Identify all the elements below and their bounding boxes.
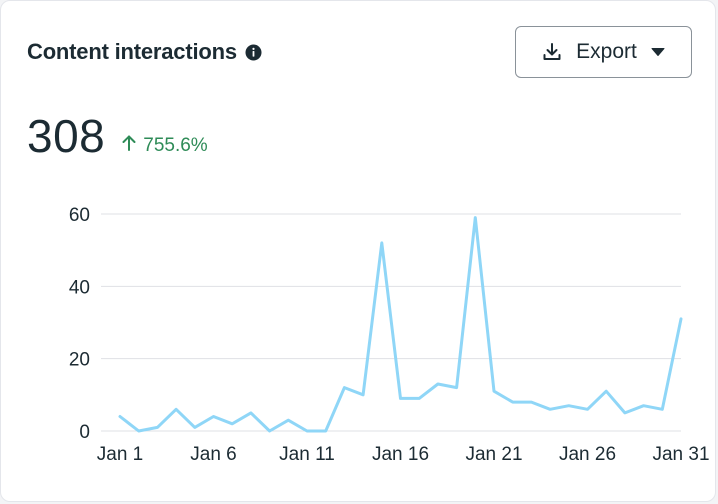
data-point[interactable]: [283, 415, 293, 425]
data-point[interactable]: [227, 419, 237, 429]
card-header: Content interactions: [27, 39, 262, 65]
data-point[interactable]: [489, 386, 499, 396]
data-point[interactable]: [545, 404, 555, 414]
info-icon[interactable]: [245, 44, 262, 61]
interactions-line-chart: 0 20 40 60 Jan 1 Jan 6 Jan 11 Jan 16 Jan 21 Jan 2…: [69, 205, 710, 465]
x-tick-label: Jan 11: [279, 444, 335, 465]
data-point[interactable]: [339, 383, 349, 393]
data-point[interactable]: [639, 401, 649, 411]
data-point[interactable]: [171, 404, 181, 414]
data-point[interactable]: [321, 426, 331, 436]
data-point[interactable]: [396, 393, 406, 403]
data-point[interactable]: [358, 390, 368, 400]
metric-value: 308: [27, 110, 106, 162]
arrow-up-icon: [121, 134, 137, 158]
data-point[interactable]: [152, 422, 162, 432]
change-value: 755.6%: [143, 135, 208, 156]
data-point[interactable]: [134, 426, 144, 436]
data-point[interactable]: [452, 383, 462, 393]
x-tick-label: Jan 16: [372, 444, 429, 465]
y-tick-label: 20: [69, 350, 90, 371]
data-point[interactable]: [414, 393, 424, 403]
y-tick-label: 60: [69, 205, 90, 226]
data-point[interactable]: [601, 386, 611, 396]
data-point[interactable]: [564, 401, 574, 411]
data-point[interactable]: [526, 397, 536, 407]
data-point[interactable]: [657, 404, 667, 414]
y-tick-label: 0: [79, 422, 90, 443]
x-tick-label: Jan 31: [652, 444, 709, 465]
data-point[interactable]: [246, 408, 256, 418]
data-point[interactable]: [302, 426, 312, 436]
data-point[interactable]: [377, 238, 387, 248]
caret-down-icon: [651, 47, 665, 57]
data-point[interactable]: [115, 412, 125, 422]
data-point[interactable]: [190, 422, 200, 432]
y-tick-label: 40: [69, 277, 90, 298]
data-point[interactable]: [583, 404, 593, 414]
data-point[interactable]: [209, 412, 219, 422]
export-button[interactable]: Export: [515, 26, 692, 78]
card-title: Content interactions: [27, 39, 237, 64]
data-point[interactable]: [508, 397, 518, 407]
x-tick-label: Jan 21: [465, 444, 522, 465]
x-tick-label: Jan 6: [190, 444, 236, 465]
x-tick-label: Jan 1: [97, 444, 143, 465]
export-label: Export: [576, 40, 637, 63]
download-icon: [542, 42, 562, 62]
x-tick-label: Jan 26: [559, 444, 616, 465]
data-point[interactable]: [620, 408, 630, 418]
metric-row: 308 755.6%: [27, 109, 208, 163]
data-point[interactable]: [676, 314, 686, 324]
change-indicator: 755.6%: [121, 134, 208, 158]
series-line[interactable]: [118, 216, 683, 433]
data-point[interactable]: [470, 213, 480, 223]
data-point[interactable]: [265, 426, 275, 436]
data-point[interactable]: [433, 379, 443, 389]
